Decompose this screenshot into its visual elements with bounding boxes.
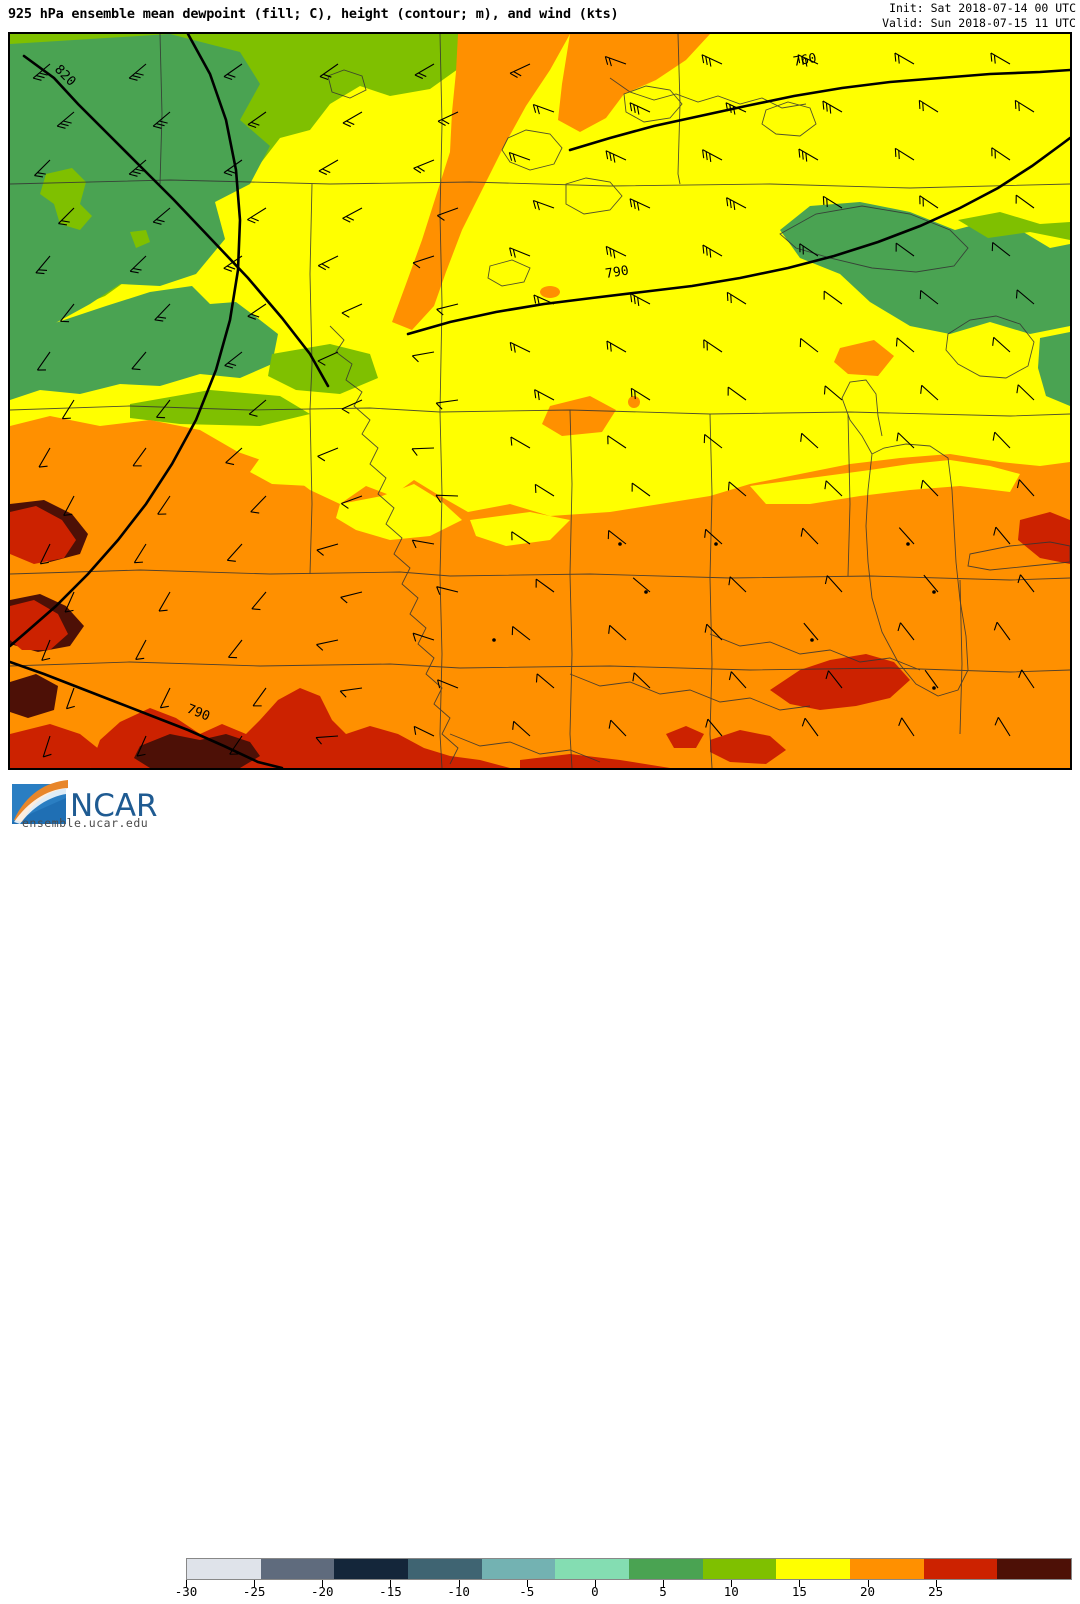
contour-790	[406, 136, 1070, 336]
colorbar-tick-label: -10	[447, 1584, 470, 1599]
fill-darkred-south-core	[134, 734, 260, 768]
fill-green-nw-2	[10, 286, 278, 400]
wind-barbs	[32, 52, 1035, 758]
colorbar-tick-label: -30	[174, 1584, 198, 1599]
fill-orange-blob-2	[834, 340, 894, 376]
fill-yellowgreen-patch-1	[40, 168, 92, 230]
colorbar-band	[260, 1559, 335, 1579]
page-title: 925 hPa ensemble mean dewpoint (fill; C)…	[8, 6, 619, 22]
map-panel[interactable]: 820 760 790 790	[8, 32, 1072, 770]
contour-label-790: 790	[604, 263, 630, 281]
fill-orange-dot-1	[628, 396, 640, 408]
colorbar-tick-label: 0	[591, 1584, 599, 1599]
logo-arc-white	[14, 788, 66, 824]
colorbar-tick-label: -25	[242, 1584, 266, 1599]
fill-yellowgreen-patch-3	[268, 344, 378, 394]
height-contours	[10, 34, 1070, 768]
colorbar-tick-label: 5	[659, 1584, 667, 1599]
colorbar-band	[408, 1559, 482, 1579]
fill-orange-streak-2	[558, 34, 710, 132]
header: 925 hPa ensemble mean dewpoint (fill; C)…	[0, 0, 1080, 32]
contour-790-low	[10, 660, 284, 768]
init-time: Init: Sat 2018-07-14 00 UTC	[889, 1, 1076, 15]
ncar-logo[interactable]: NCAR	[4, 776, 176, 832]
fill-orange-dot-2	[540, 286, 560, 298]
contour-820b	[10, 34, 242, 648]
colorbar-band	[629, 1559, 703, 1579]
fill-green-e-edge	[1038, 332, 1070, 406]
colorbar-band	[923, 1559, 998, 1579]
fill-yellowgreen-patch-4	[130, 390, 310, 426]
fill-orange-blob-1	[542, 396, 616, 436]
colorbar-tick-label: -15	[379, 1584, 402, 1599]
fill-red-e-edge	[1018, 512, 1070, 564]
fill-yellow-intrusion-2	[336, 484, 462, 540]
colorbar-band	[481, 1559, 556, 1579]
fill-red-south-2	[10, 724, 100, 768]
fill-yellow-intrusion-3	[470, 512, 570, 546]
fill-darkred-sw-3	[10, 674, 58, 718]
footer: NCAR ensemble.ucar.edu -30 -25 -20 -15 -10 -5…	[0, 772, 1080, 1599]
colorbar-band	[997, 1559, 1072, 1579]
colorbar-band	[334, 1559, 409, 1579]
colorbar-tick-label: 15	[791, 1584, 807, 1599]
colorbar	[186, 1558, 1072, 1580]
logo-wordmark: NCAR	[70, 788, 158, 824]
dewpoint-map: 820 760 790 790	[10, 34, 1070, 768]
colorbar-band	[776, 1559, 851, 1579]
colorbar-band	[555, 1559, 630, 1579]
fill-yellowgreen-patch-2	[130, 230, 150, 248]
valid-time: Valid: Sun 2018-07-15 11 UTC	[882, 16, 1076, 30]
colorbar-band	[187, 1559, 261, 1579]
colorbar-band	[702, 1559, 777, 1579]
fill-yellow-intrusion-1	[250, 452, 330, 486]
colorbar-tick-label: 10	[723, 1584, 739, 1599]
colorbar-tick-labels: -30 -25 -20 -15 -10 -5 0 5 10 15 20 25	[0, 1584, 1080, 1604]
fill-green-nw	[10, 34, 270, 340]
colorbar-tick-label: -5	[519, 1584, 535, 1599]
fill-red-se-3	[666, 726, 704, 748]
fill-red-sw-2	[10, 600, 68, 650]
fill-yellowgreen-ne	[958, 212, 1070, 240]
contour-760	[568, 68, 1070, 152]
calm-wind-dots	[492, 542, 936, 690]
colorbar-tick-label: 25	[928, 1584, 944, 1599]
fill-red-sw	[10, 506, 76, 564]
fill-yellow-intrusion-4	[750, 460, 1020, 504]
contour-820	[22, 54, 330, 388]
colorbar-tick-label: -20	[311, 1584, 334, 1599]
forecast-timestamps: Init: Sat 2018-07-14 00 UTC Valid: Sun 2…	[882, 1, 1076, 31]
logo-url[interactable]: ensemble.ucar.edu	[22, 816, 149, 830]
colorbar-tick-label: 20	[860, 1584, 876, 1599]
fill-red-se-2	[710, 730, 786, 764]
colorbar-band	[850, 1559, 924, 1579]
fill-red-south-3	[520, 754, 670, 768]
